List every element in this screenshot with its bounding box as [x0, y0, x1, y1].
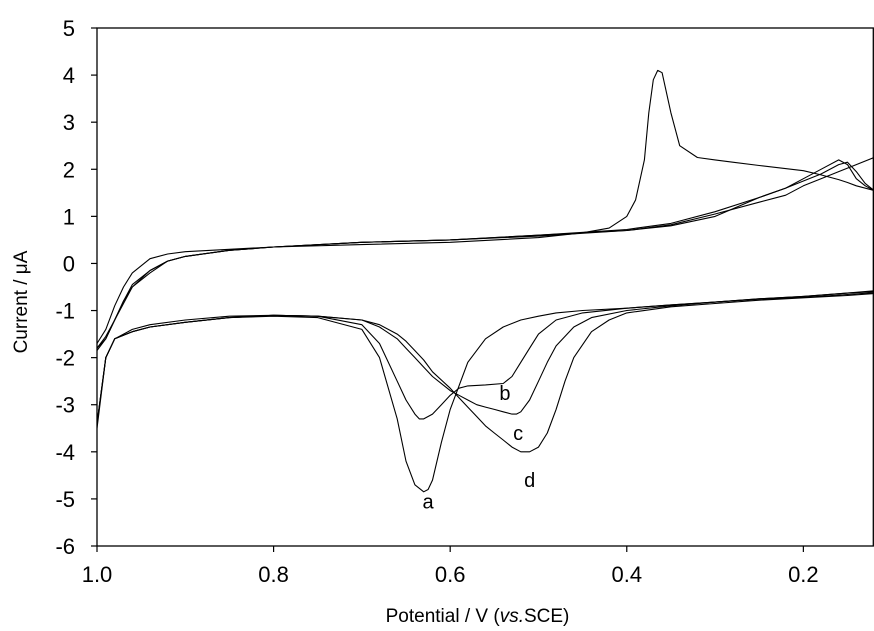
y-tick-label: -5 — [55, 487, 75, 512]
x-tick-label: 0.8 — [258, 562, 289, 587]
x-axis-title-italic: vs. — [500, 606, 524, 627]
y-tick-label: 5 — [63, 16, 75, 41]
y-tick-label: 2 — [63, 157, 75, 182]
x-tick-label: 0.6 — [435, 562, 466, 587]
curve-label-a: a — [423, 491, 435, 513]
y-axis-title: Current / μA — [11, 250, 32, 353]
y-tick-label: 1 — [63, 204, 75, 229]
curve-labels: a bc d — [423, 383, 536, 513]
series-line-b — [97, 161, 874, 424]
y-axis-ticks: 5 4 3 2 1 0 -1 -2 -3 -4 -5 -6 — [55, 16, 97, 559]
x-axis-title-prefix: Potential / V ( — [386, 606, 501, 627]
plot-area — [97, 69, 874, 493]
series-group — [97, 69, 874, 493]
y-tick-label: 3 — [63, 110, 75, 135]
x-axis-title-suffix: SCE) — [524, 606, 569, 627]
y-axis-title-suffix: A — [11, 250, 32, 263]
curve-label-c: c — [513, 423, 523, 445]
y-tick-label: -4 — [55, 440, 75, 465]
curve-label-d: d — [524, 470, 535, 492]
x-tick-label: 0.4 — [611, 562, 642, 587]
y-tick-label: -6 — [55, 534, 75, 559]
y-axis-title-prefix: Current / — [11, 274, 32, 353]
y-tick-label: -1 — [55, 299, 75, 324]
x-axis-ticks: 1.0 0.8 0.6 0.4 0.2 — [82, 546, 819, 587]
x-axis-title: Potential / V (vs.SCE) — [386, 606, 570, 627]
x-tick-label: 0.2 — [788, 562, 819, 587]
y-tick-label: 4 — [63, 63, 75, 88]
x-tick-label: 1.0 — [82, 562, 113, 587]
y-tick-label: -3 — [55, 393, 75, 418]
series-line-a — [97, 69, 874, 493]
y-tick-label: 0 — [63, 251, 75, 276]
series-line-d — [97, 156, 874, 453]
y-tick-label: -2 — [55, 346, 75, 371]
series-line-c — [97, 159, 874, 424]
curve-label-b: b — [499, 383, 510, 405]
plot-frame — [96, 27, 874, 547]
y-axis-title-mu: μ — [11, 263, 32, 274]
